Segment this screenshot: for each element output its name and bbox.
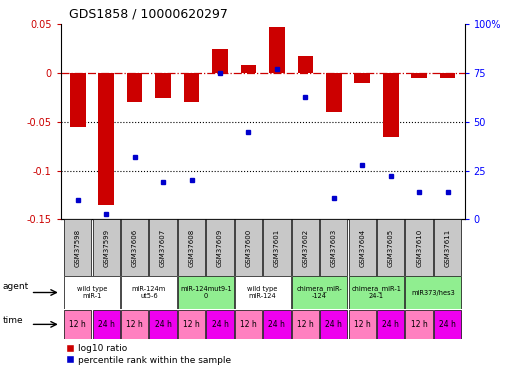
Bar bbox=[92, 310, 120, 339]
Bar bbox=[64, 276, 120, 309]
Text: GSM37607: GSM37607 bbox=[160, 228, 166, 267]
Bar bbox=[155, 73, 171, 98]
Text: 24 h: 24 h bbox=[155, 320, 172, 329]
Text: chimera_miR-
-124: chimera_miR- -124 bbox=[297, 286, 343, 299]
Text: GSM37598: GSM37598 bbox=[75, 228, 81, 267]
Bar bbox=[178, 310, 205, 339]
Bar bbox=[291, 310, 319, 339]
Bar bbox=[320, 310, 347, 339]
Bar bbox=[121, 219, 148, 276]
Bar bbox=[377, 310, 404, 339]
Text: GSM37611: GSM37611 bbox=[445, 228, 450, 267]
Text: chimera_miR-1
24-1: chimera_miR-1 24-1 bbox=[352, 286, 401, 299]
Bar bbox=[70, 73, 86, 127]
Text: 12 h: 12 h bbox=[411, 320, 428, 329]
Bar bbox=[127, 73, 143, 102]
Bar bbox=[326, 73, 342, 112]
Bar bbox=[434, 219, 461, 276]
Text: wild type
miR-1: wild type miR-1 bbox=[77, 286, 107, 299]
Bar bbox=[98, 73, 114, 205]
Bar bbox=[149, 310, 177, 339]
Text: GSM37608: GSM37608 bbox=[188, 228, 194, 267]
Text: GSM37603: GSM37603 bbox=[331, 228, 337, 267]
Bar bbox=[440, 73, 455, 78]
Text: GSM37602: GSM37602 bbox=[303, 228, 308, 267]
Bar bbox=[235, 276, 290, 309]
Bar bbox=[383, 73, 399, 136]
Bar bbox=[149, 219, 177, 276]
Bar bbox=[235, 310, 262, 339]
Bar bbox=[320, 219, 347, 276]
Bar bbox=[348, 310, 376, 339]
Text: 12 h: 12 h bbox=[297, 320, 314, 329]
Text: GSM37600: GSM37600 bbox=[246, 228, 251, 267]
Bar bbox=[348, 219, 376, 276]
Text: 24 h: 24 h bbox=[439, 320, 456, 329]
Text: 12 h: 12 h bbox=[126, 320, 143, 329]
Bar bbox=[206, 310, 234, 339]
Bar bbox=[411, 73, 427, 78]
Bar bbox=[263, 310, 290, 339]
Bar bbox=[121, 276, 177, 309]
Bar bbox=[377, 219, 404, 276]
Bar bbox=[291, 276, 347, 309]
Bar bbox=[406, 276, 461, 309]
Bar bbox=[434, 310, 461, 339]
Bar bbox=[178, 276, 234, 309]
Bar bbox=[206, 219, 234, 276]
Text: GSM37610: GSM37610 bbox=[416, 228, 422, 267]
Text: miR-124m
ut5-6: miR-124m ut5-6 bbox=[132, 286, 166, 299]
Text: GSM37605: GSM37605 bbox=[388, 228, 394, 267]
Bar bbox=[348, 276, 404, 309]
Text: 24 h: 24 h bbox=[382, 320, 399, 329]
Bar bbox=[184, 73, 200, 102]
Bar bbox=[121, 310, 148, 339]
Text: 24 h: 24 h bbox=[212, 320, 229, 329]
Bar bbox=[241, 65, 256, 73]
Text: 12 h: 12 h bbox=[240, 320, 257, 329]
Bar bbox=[263, 219, 290, 276]
Bar bbox=[64, 310, 91, 339]
Bar bbox=[291, 219, 319, 276]
Legend: log10 ratio, percentile rank within the sample: log10 ratio, percentile rank within the … bbox=[65, 344, 231, 364]
Text: time: time bbox=[3, 316, 23, 325]
Bar bbox=[92, 219, 120, 276]
Bar bbox=[406, 219, 433, 276]
Text: GSM37609: GSM37609 bbox=[217, 228, 223, 267]
Text: 24 h: 24 h bbox=[268, 320, 285, 329]
Text: GSM37601: GSM37601 bbox=[274, 228, 280, 267]
Text: GSM37604: GSM37604 bbox=[359, 228, 365, 267]
Text: 12 h: 12 h bbox=[183, 320, 200, 329]
Text: GSM37599: GSM37599 bbox=[103, 228, 109, 267]
Text: 12 h: 12 h bbox=[69, 320, 86, 329]
Text: 24 h: 24 h bbox=[98, 320, 115, 329]
Text: wild type
miR-124: wild type miR-124 bbox=[248, 286, 278, 299]
Text: miR-124mut9-1
0: miR-124mut9-1 0 bbox=[180, 286, 232, 299]
Text: agent: agent bbox=[3, 282, 29, 291]
Text: GSM37606: GSM37606 bbox=[131, 228, 138, 267]
Text: GDS1858 / 10000620297: GDS1858 / 10000620297 bbox=[69, 8, 228, 21]
Bar bbox=[354, 73, 370, 83]
Text: 12 h: 12 h bbox=[354, 320, 371, 329]
Text: 24 h: 24 h bbox=[325, 320, 342, 329]
Text: miR373/hes3: miR373/hes3 bbox=[411, 290, 455, 296]
Bar bbox=[406, 310, 433, 339]
Bar bbox=[64, 219, 91, 276]
Bar bbox=[235, 219, 262, 276]
Bar bbox=[178, 219, 205, 276]
Bar bbox=[297, 56, 313, 73]
Bar bbox=[212, 49, 228, 73]
Bar bbox=[269, 27, 285, 73]
